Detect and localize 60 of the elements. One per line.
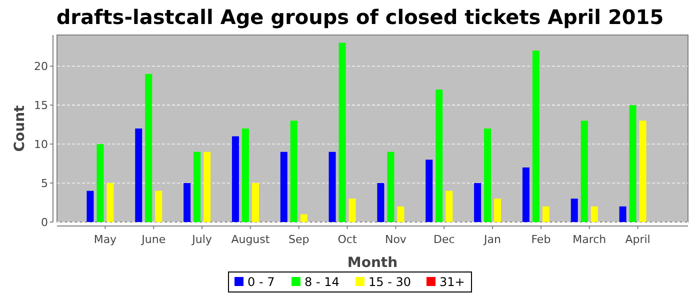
x-tick-label: March (572, 233, 606, 246)
x-axis-title: Month (347, 255, 398, 271)
bar (290, 120, 298, 222)
bar (426, 160, 433, 222)
bar (436, 90, 443, 222)
bar (300, 214, 308, 222)
y-tick-label: 10 (34, 138, 48, 152)
bar (570, 198, 578, 222)
legend-label: 0 - 7 (248, 275, 275, 289)
bar (155, 190, 162, 222)
bar (184, 183, 191, 222)
y-axis-title: Count (12, 104, 28, 152)
bar (387, 152, 394, 222)
y-tick-label: 5 (41, 177, 48, 190)
x-tick-label: Oct (338, 233, 358, 246)
bar (135, 128, 142, 222)
bar (474, 183, 482, 222)
bar (328, 152, 336, 222)
bar (232, 136, 239, 222)
x-tick-label: Feb (531, 233, 551, 246)
bar (494, 198, 502, 222)
x-tick-label: August (231, 233, 270, 246)
bar (348, 198, 356, 222)
bar (619, 206, 626, 222)
bar (397, 206, 404, 222)
bar (194, 152, 201, 222)
bar (629, 105, 636, 222)
bar (145, 74, 152, 222)
legend-label: 15 - 30 (368, 275, 411, 289)
x-tick-label: Nov (384, 233, 407, 246)
bar (338, 42, 346, 222)
y-tick-label: 15 (34, 99, 48, 112)
bar (106, 183, 114, 222)
x-tick-label: Dec (433, 233, 455, 246)
x-tick-label: April (625, 233, 650, 246)
legend-label: 31+ (440, 275, 465, 289)
bar (96, 144, 104, 222)
bar (590, 206, 598, 222)
x-tick-label: May (94, 233, 118, 246)
bar (522, 167, 530, 222)
bar (86, 190, 94, 222)
bar (252, 183, 259, 222)
bar (532, 50, 540, 222)
bar (242, 128, 249, 222)
y-tick-label: 0 (41, 216, 48, 229)
chart-title: drafts-lastcall Age groups of closed tickets April 2015 (56, 5, 664, 29)
bar (204, 152, 211, 222)
legend-label: 8 - 14 (304, 275, 340, 289)
bar (280, 152, 288, 222)
bar (446, 190, 453, 222)
bar (639, 120, 646, 222)
bar (377, 183, 384, 222)
y-tick-label: 20 (34, 60, 48, 74)
x-tick-label: Jan (483, 233, 502, 246)
x-tick-label: July (191, 233, 212, 246)
bar (542, 206, 550, 222)
bar (580, 120, 588, 222)
x-tick-label: June (140, 233, 166, 246)
bar (484, 128, 492, 222)
x-tick-label: Sep (288, 233, 310, 246)
